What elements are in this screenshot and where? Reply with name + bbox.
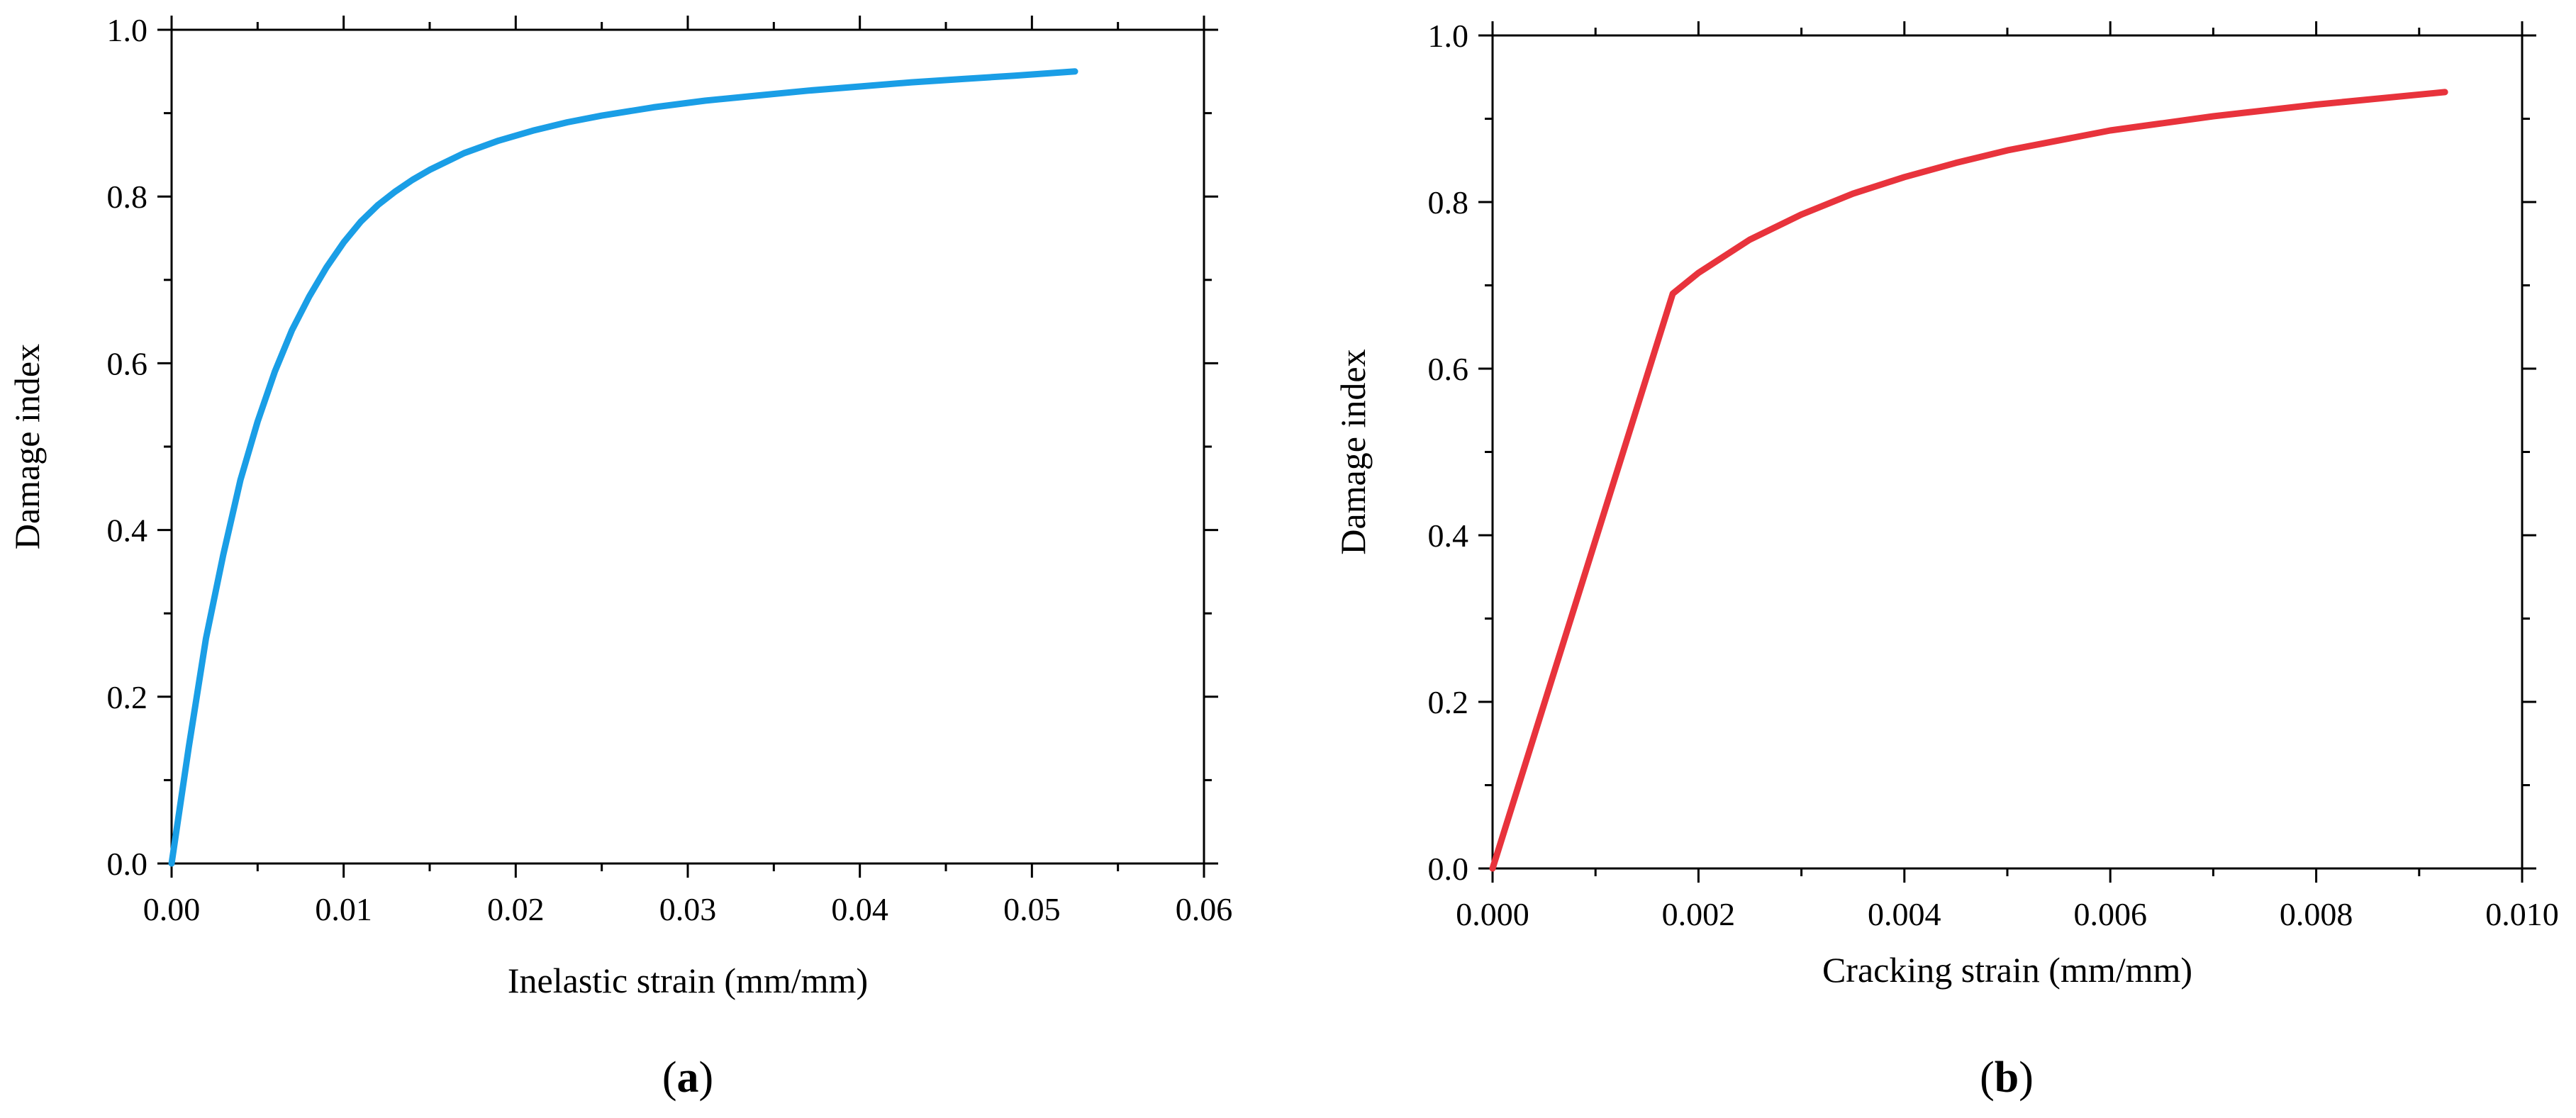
y-axis-label: Damage index [7,344,47,549]
x-tick-label: 0.01 [315,891,372,927]
y-tick-label: 0.0 [1428,851,1469,887]
plot-frame [170,28,1205,865]
x-tick-label: 0.006 [2073,896,2147,932]
panel-letter: a [677,1053,699,1102]
y-tick-label: 0.8 [1428,184,1469,220]
y-tick-label: 0.2 [1428,684,1469,720]
y-tick-label: 0.6 [107,345,148,381]
x-tick-label: 0.004 [1868,896,1941,932]
plot-frame [1491,34,2524,870]
x-tick-label: 0.010 [2485,896,2559,932]
x-tick-label: 0.000 [1456,896,1529,932]
y-tick-label: 1.0 [107,12,148,48]
chart-panel-b: 0.000 0.002 0.004 0.006 0.008 0.010 0.0 0.2 0.4 0… [1333,18,2559,1102]
x-tick-label: 0.008 [2280,896,2353,932]
series-line-damage-curve [1489,89,2448,872]
y-tick-label: 1.0 [1428,18,1469,54]
y-tick-label: 0.6 [1428,351,1469,387]
x-tick-label: 0.06 [1176,891,1233,927]
x-tick-label: 0.05 [1003,891,1061,927]
y-tick-label: 0.4 [1428,518,1469,554]
x-tick-label: 0.04 [831,891,888,927]
y-tick-label: 0.4 [107,513,148,549]
x-tick-label: 0.00 [143,891,201,927]
x-axis-label: Inelastic strain (mm/mm) [508,961,868,1000]
x-tick-label: 0.002 [1662,896,1736,932]
panel-label: (b) [1980,1053,2034,1102]
y-tick-label: 0.8 [107,179,148,215]
series-line-damage-curve [168,68,1078,867]
y-tick-label: 0.0 [107,846,148,882]
y-axis-label: Damage index [1333,349,1373,554]
y-tick-label: 0.2 [107,679,148,715]
panel-letter: b [1995,1053,2019,1102]
panel-label: (a) [662,1053,713,1102]
x-tick-label: 0.02 [487,891,545,927]
x-tick-label: 0.03 [659,891,717,927]
chart-panel-a: 0.00 0.01 0.02 0.03 0.04 0.05 0.06 0.0 0.2 0.4 0.6… [7,12,1232,1102]
x-axis-label: Cracking strain (mm/mm) [1822,950,2192,990]
